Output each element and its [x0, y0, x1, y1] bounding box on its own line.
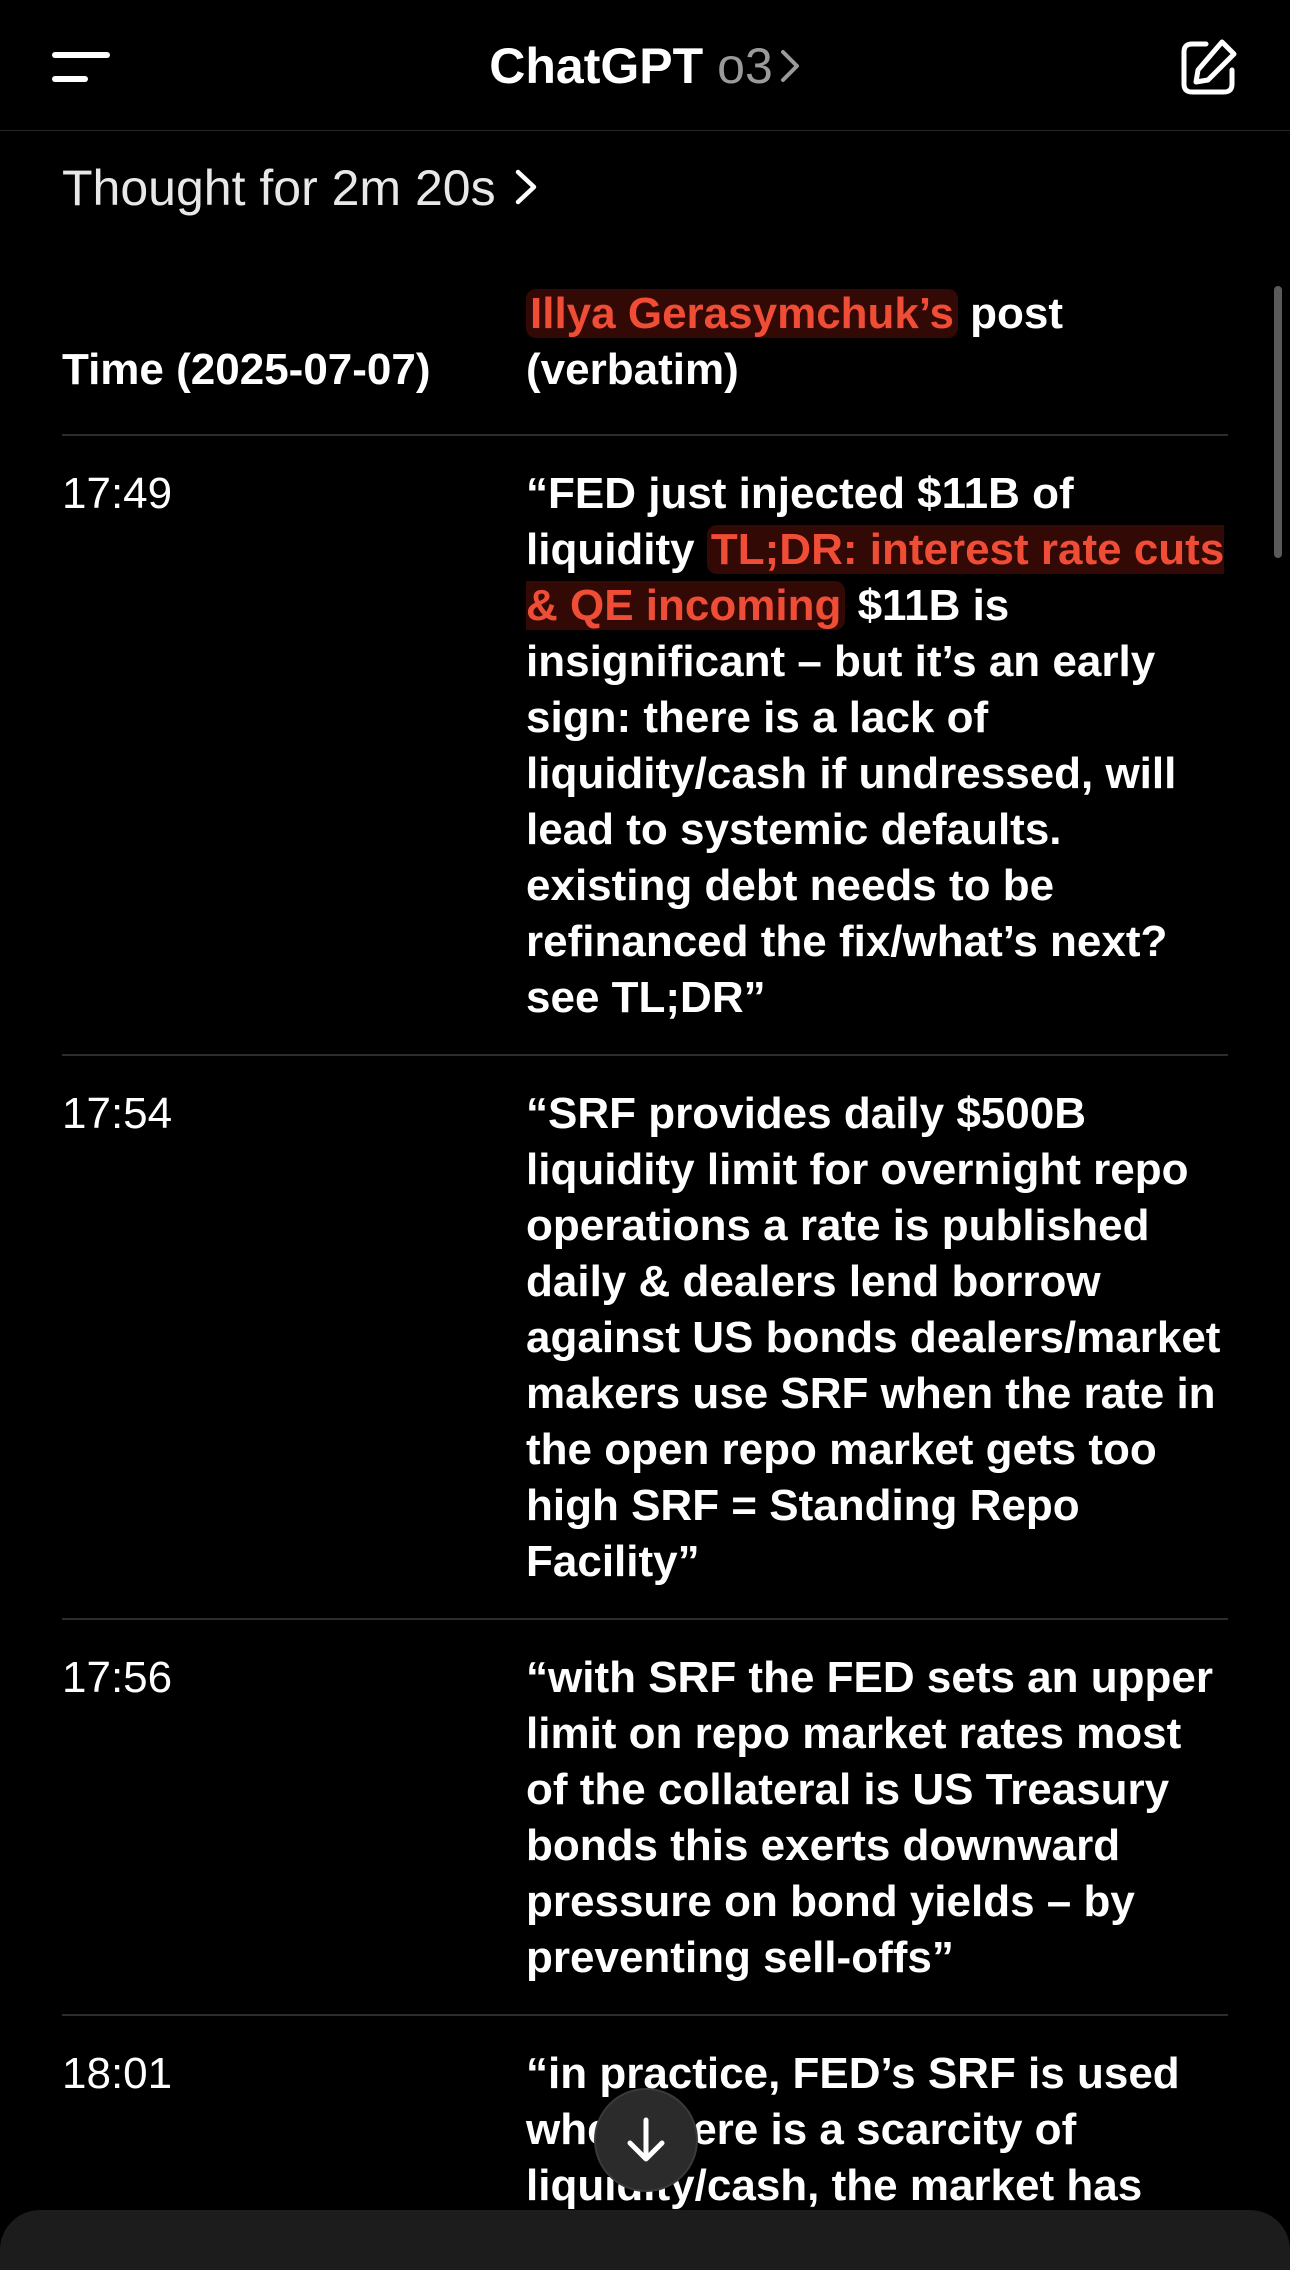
table-row: 17:54 “SRF provides daily $500B liquidit…: [62, 1055, 1228, 1620]
table-header-row: Time (2025-07-07) Illya Gerasymchuk’s po…: [62, 276, 1228, 436]
scroll-to-bottom-button[interactable]: [594, 2088, 698, 2192]
row-post: “FED just injected $11B of liquidity TL;…: [526, 435, 1228, 1056]
row-time: 18:01: [62, 2015, 526, 2244]
post-text: “SRF provides daily $500B liquidity limi…: [526, 1089, 1221, 1586]
thought-label: Thought for 2m 20s: [62, 160, 496, 216]
post-text-continued: $11B is insignificant – but it’s an earl…: [526, 581, 1177, 1022]
thought-duration-toggle[interactable]: Thought for 2m 20s: [62, 156, 538, 221]
timeline-table: Time (2025-07-07) Illya Gerasymchuk’s po…: [62, 276, 1228, 2244]
row-post: “SRF provides daily $500B liquidity limi…: [526, 1055, 1228, 1620]
composer-panel-edge: [0, 2210, 1290, 2270]
column-header-post-suffix: post (verbatim): [526, 289, 1064, 394]
row-time: 17:49: [62, 435, 526, 1056]
column-header-time: Time (2025-07-07): [62, 276, 526, 436]
row-time: 17:54: [62, 1055, 526, 1620]
post-text: “FED just injected $11B of liquidity: [526, 469, 1074, 574]
app-name: ChatGPT: [489, 38, 704, 94]
table-row: 17:56 “with SRF the FED sets an upper li…: [62, 1619, 1228, 2016]
model-selector[interactable]: ChatGPT o3: [0, 34, 1290, 99]
compose-icon[interactable]: [1176, 36, 1240, 100]
arrow-down-icon: [627, 2117, 665, 2162]
column-header-post: Illya Gerasymchuk’s post (verbatim): [526, 276, 1228, 436]
author-name-highlight: Illya Gerasymchuk’s: [526, 289, 958, 338]
scrollbar-thumb[interactable]: [1274, 286, 1282, 558]
top-bar: ChatGPT o3: [0, 0, 1290, 131]
table-row: 17:49 “FED just injected $11B of liquidi…: [62, 435, 1228, 1056]
chevron-right-icon: [779, 35, 801, 99]
model-name: o3: [717, 38, 773, 94]
row-post: “with SRF the FED sets an upper limit on…: [526, 1619, 1228, 2016]
chevron-right-icon: [514, 157, 538, 221]
hamburger-menu-icon[interactable]: [52, 48, 114, 88]
post-text: “with SRF the FED sets an upper limit on…: [526, 1653, 1213, 1982]
row-time: 17:56: [62, 1619, 526, 2016]
